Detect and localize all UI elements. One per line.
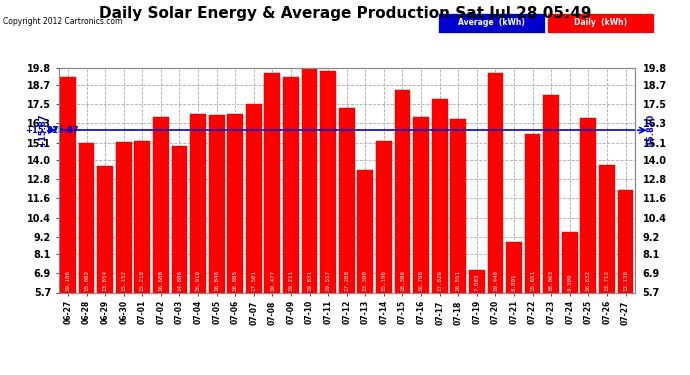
Text: 18.063: 18.063 [549, 270, 553, 291]
Text: 15.218: 15.218 [140, 270, 145, 291]
Bar [302, 67, 317, 375]
Text: 9.509: 9.509 [567, 273, 572, 291]
Text: +15.87: +15.87 [25, 126, 59, 135]
Bar [246, 104, 262, 375]
Text: 13.390: 13.390 [363, 270, 368, 291]
Bar [376, 141, 392, 375]
Bar [264, 73, 280, 375]
Bar [580, 118, 596, 375]
Bar [357, 170, 373, 375]
Text: 19.831: 19.831 [307, 270, 312, 291]
Text: 13.654: 13.654 [103, 270, 108, 291]
Text: +15.87: +15.87 [38, 114, 47, 147]
Bar [227, 114, 243, 375]
Text: 12.136: 12.136 [623, 270, 628, 291]
Bar [599, 165, 615, 375]
Text: 13.712: 13.712 [604, 270, 609, 291]
Text: 16.551: 16.551 [455, 270, 461, 291]
Text: 19.477: 19.477 [270, 270, 275, 291]
Bar [135, 141, 150, 375]
Text: 16.632: 16.632 [586, 270, 591, 291]
Text: 15.082: 15.082 [84, 270, 89, 291]
Bar [432, 99, 448, 375]
Text: 7.083: 7.083 [474, 273, 480, 291]
Text: 18.386: 18.386 [400, 270, 405, 291]
Bar [524, 134, 540, 375]
Bar [283, 77, 299, 375]
Bar [153, 117, 169, 375]
Text: 19.211: 19.211 [288, 270, 293, 291]
Bar [395, 90, 411, 375]
Bar [79, 143, 95, 375]
Text: 17.501: 17.501 [251, 270, 256, 291]
Text: 19.186: 19.186 [66, 270, 70, 291]
Text: 14.886: 14.886 [177, 270, 182, 291]
Bar [451, 119, 466, 375]
Text: 17.288: 17.288 [344, 270, 349, 291]
Text: 15.196: 15.196 [382, 270, 386, 291]
Bar [339, 108, 355, 375]
Bar [116, 142, 132, 375]
Text: 15.870: 15.870 [647, 114, 656, 146]
Bar [488, 73, 503, 375]
Text: 17.826: 17.826 [437, 270, 442, 291]
Bar [618, 190, 633, 375]
Text: 15.651: 15.651 [530, 270, 535, 291]
Text: Copyright 2012 Cartronics.com: Copyright 2012 Cartronics.com [3, 17, 123, 26]
Text: 8.891: 8.891 [511, 273, 517, 291]
Text: 16.910: 16.910 [195, 270, 201, 291]
Text: 19.440: 19.440 [493, 270, 498, 291]
Text: 16.848: 16.848 [214, 270, 219, 291]
Text: Daily  (kWh): Daily (kWh) [574, 18, 627, 27]
Bar [209, 115, 224, 375]
Bar [413, 117, 429, 375]
Bar [320, 71, 336, 375]
Text: +15.87: +15.87 [46, 126, 79, 135]
Bar [506, 242, 522, 375]
Bar [172, 146, 188, 375]
Bar [60, 77, 76, 375]
Text: 16.885: 16.885 [233, 270, 238, 291]
Text: Average  (kWh): Average (kWh) [458, 18, 525, 27]
Bar [543, 95, 559, 375]
Text: 16.708: 16.708 [419, 270, 424, 291]
Text: 15.152: 15.152 [121, 270, 126, 291]
Text: 16.688: 16.688 [159, 270, 164, 291]
Text: Daily Solar Energy & Average Production Sat Jul 28 05:49: Daily Solar Energy & Average Production … [99, 6, 591, 21]
Text: 19.557: 19.557 [326, 270, 331, 291]
Bar [562, 232, 578, 375]
Bar [190, 114, 206, 375]
Bar [469, 270, 484, 375]
Bar [97, 166, 113, 375]
